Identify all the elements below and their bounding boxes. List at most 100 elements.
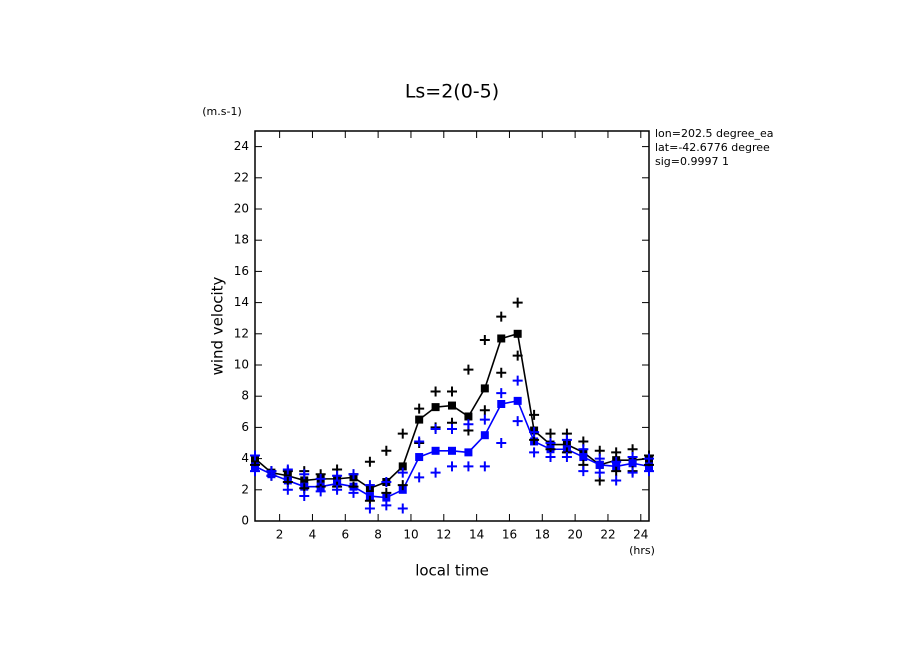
x-unit: (hrs): [629, 544, 655, 557]
plus-marker: [479, 405, 490, 416]
plus-marker: [447, 423, 457, 434]
x-tick-label: 24: [633, 528, 648, 542]
plus-marker: [611, 456, 622, 467]
plus-marker: [463, 461, 474, 472]
plus-marker: [332, 484, 343, 495]
square-marker: [579, 453, 588, 462]
square-marker: [513, 329, 522, 338]
plus-marker: [627, 467, 638, 478]
x-tick-label: 4: [309, 528, 317, 542]
square-marker: [464, 448, 473, 457]
plus-marker: [397, 467, 408, 478]
plus-marker: [414, 436, 425, 447]
plus-marker: [644, 466, 654, 477]
x-tick-label: 8: [374, 528, 382, 542]
plus-marker: [348, 469, 359, 480]
square-marker: [513, 396, 522, 405]
square-marker: [464, 412, 473, 421]
plus-marker: [479, 461, 490, 472]
square-marker: [431, 446, 440, 455]
plus-marker: [364, 480, 375, 491]
x-tick-label: 18: [535, 528, 550, 542]
plus-marker: [594, 467, 605, 478]
annotation: lat=-42.6776 degree: [655, 141, 770, 154]
y-tick-label: 20: [234, 202, 249, 216]
plus-marker: [414, 403, 425, 414]
plus-marker: [463, 419, 474, 430]
plus-marker: [397, 480, 408, 491]
plus-marker: [315, 486, 326, 497]
plus-marker: [578, 466, 589, 477]
plus-marker: [430, 423, 441, 434]
plus-marker: [315, 473, 326, 484]
plus-marker: [644, 453, 654, 464]
chart-title: Ls=2(0-5): [405, 81, 499, 103]
annotation: lon=202.5 degree_ea: [655, 127, 774, 140]
y-tick-label: 14: [234, 295, 249, 309]
y-tick-label: 4: [241, 451, 249, 465]
plus-marker: [627, 452, 638, 463]
plus-marker: [397, 503, 408, 514]
y-tick-label: 10: [234, 358, 249, 372]
plus-marker: [512, 350, 523, 361]
plus-marker: [578, 444, 589, 455]
x-tick-label: 6: [341, 528, 349, 542]
plus-marker: [496, 311, 507, 322]
plus-marker: [332, 470, 343, 481]
plus-marker: [529, 409, 540, 420]
square-marker: [628, 459, 637, 468]
square-marker: [415, 453, 424, 462]
plus-marker: [250, 450, 260, 461]
plus-marker: [364, 503, 375, 514]
square-marker: [415, 415, 424, 424]
plus-marker: [496, 388, 507, 399]
plus-marker: [381, 445, 392, 456]
plus-marker: [512, 375, 523, 386]
y-tick-label: 24: [234, 139, 249, 153]
plus-marker: [447, 461, 457, 472]
plus-marker: [512, 297, 523, 308]
y-tick-label: 16: [234, 264, 249, 278]
plus-marker: [611, 447, 622, 458]
plus-marker: [381, 500, 392, 511]
y-tick-label: 0: [241, 514, 249, 528]
plus-marker: [479, 335, 490, 346]
square-marker: [448, 401, 456, 410]
plus-marker: [250, 466, 260, 477]
x-tick-label: 16: [502, 528, 517, 542]
square-marker: [480, 431, 489, 440]
plus-marker: [266, 470, 277, 481]
plus-marker: [496, 438, 507, 448]
plus-marker: [447, 386, 457, 397]
square-marker: [300, 476, 309, 485]
x-tick-label: 22: [600, 528, 615, 542]
square-marker: [431, 403, 440, 412]
plus-marker: [545, 438, 556, 448]
plus-marker: [594, 453, 605, 464]
x-tick-label: 14: [469, 528, 484, 542]
x-tick-label: 20: [567, 528, 582, 542]
plus-marker: [529, 447, 540, 458]
plus-marker: [282, 464, 293, 475]
x-tick-label: 2: [276, 528, 284, 542]
plus-marker: [430, 386, 441, 397]
plot-frame: [254, 130, 650, 522]
plus-marker: [414, 472, 425, 483]
y-tick-label: 12: [234, 326, 249, 340]
plus-marker: [463, 364, 474, 375]
y-tick-label: 2: [241, 482, 249, 496]
plus-marker: [364, 456, 375, 467]
plus-marker: [496, 367, 507, 378]
y-tick-label: 6: [241, 420, 249, 434]
y-axis-label: wind velocity: [209, 276, 227, 375]
plus-marker: [611, 466, 622, 477]
plus-marker: [348, 487, 359, 498]
y-tick-label: 22: [234, 170, 249, 184]
x-tick-label: 10: [403, 528, 418, 542]
plus-marker: [381, 487, 392, 498]
square-marker: [480, 384, 489, 393]
plus-marker: [430, 467, 441, 478]
plus-marker: [611, 475, 622, 486]
plus-marker: [299, 469, 310, 480]
y-tick-label: 8: [241, 389, 249, 403]
